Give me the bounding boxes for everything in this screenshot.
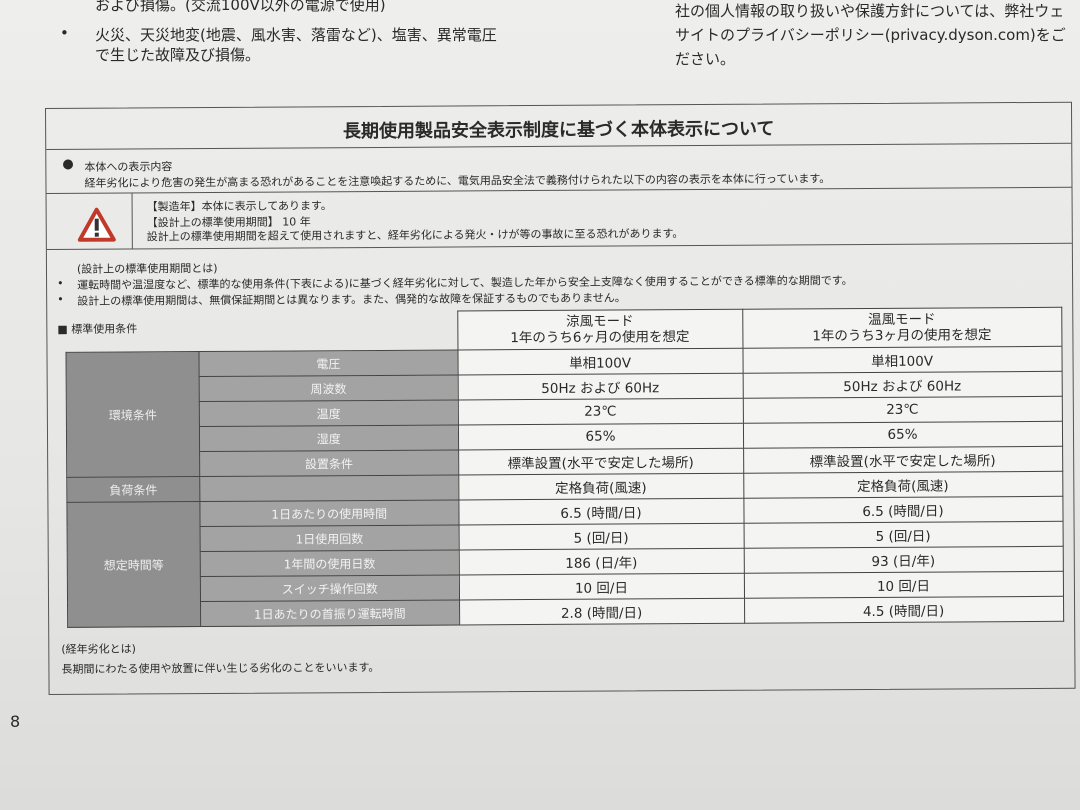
text-line: ださい。 [675, 50, 736, 68]
condition-label: 1日あたりの首振り運転時間 [200, 599, 460, 627]
warn-line: 設計上の標準使用期間を超えて使用されますと、経年劣化による発火・けが等の事故に至… [146, 227, 684, 244]
condition-label: スイッチ操作回数 [200, 574, 460, 602]
cool-value: 50Hz および 60Hz [457, 373, 743, 400]
table-row: 1日あたりの首振り運転時間 2.8 (時間/日) 4.5 (時間/日) [68, 596, 1064, 627]
warm-value: 93 (日/年) [743, 546, 1063, 574]
text-line: および損傷。(交流100V以外の電源で使用) [95, 0, 386, 14]
condition-label: 温度 [199, 399, 458, 427]
text-line: 社の個人情報の取り扱いや保護方針については、弊社ウェ [675, 2, 1065, 20]
cool-value: 単相100V [457, 348, 743, 375]
display-text: 経年劣化により危害の発生が高まる恐れがあることを注意喚起するために、電気用品安全… [84, 172, 831, 190]
table-header-row: 涼風モード 1年のうち6ヶ月の使用を想定 温風モード 1年のうち3ヶ月の使用を想定 [66, 307, 1062, 352]
mode-name: 温風モード [868, 311, 936, 328]
cool-value: 10 回/日 [458, 573, 745, 600]
condition-label: 周波数 [199, 374, 458, 402]
warm-value: 4.5 (時間/日) [744, 596, 1064, 624]
cool-value: 定格負荷(風速) [458, 473, 744, 500]
text-line: サイトのプライバシーポリシー(privacy.dyson.com)をご [675, 26, 1066, 44]
cool-value: 186 (日/年) [458, 548, 744, 575]
warn-line: 【製造年】本体に表示してあります。 [146, 199, 332, 214]
cool-value: 2.8 (時間/日) [459, 598, 745, 625]
text-line: 火災、天災地変(地震、風水害、落雷など)、塩害、異常電圧 [95, 26, 497, 44]
mode-desc: 1年のうち3ヶ月の使用を想定 [812, 327, 992, 345]
group-label: 想定時間等 [66, 501, 201, 628]
cool-value: 6.5 (時間/日) [458, 498, 744, 525]
bullet: • [57, 276, 64, 290]
condition-label: 湿度 [199, 424, 459, 452]
mode-desc: 1年のうち6ヶ月の使用を想定 [510, 329, 690, 347]
def-heading: (設計上の標準使用期間とは) [76, 261, 218, 276]
cool-value: 65% [457, 423, 744, 450]
bullet: • [57, 292, 64, 306]
cool-value: 23℃ [457, 398, 743, 425]
warm-value: 定格負荷(風速) [743, 471, 1063, 499]
text-line: で生じた故障及び損傷。 [95, 46, 261, 64]
warm-value: 10 回/日 [743, 571, 1064, 599]
cool-value: 5 (回/日) [458, 523, 744, 550]
condition-label: 設置条件 [199, 449, 459, 477]
display-heading: 本体への表示内容 [84, 160, 173, 174]
warm-value: 65% [742, 421, 1063, 449]
warm-value: 6.5 (時間/日) [743, 496, 1063, 524]
warm-value: 単相100V [742, 346, 1062, 374]
cool-mode-header: 涼風モード 1年のうち6ヶ月の使用を想定 [457, 309, 743, 350]
cool-value: 標準設置(水平で安定した場所) [458, 448, 744, 475]
condition-label: 電圧 [198, 349, 458, 377]
warm-value: 50Hz および 60Hz [742, 371, 1062, 399]
page-number: 8 [10, 712, 21, 731]
condition-label: 1日使用回数 [200, 524, 459, 552]
usage-conditions-table: 涼風モード 1年のうち6ヶ月の使用を想定 温風モード 1年のうち3ヶ月の使用を想定 … [65, 307, 1064, 628]
bullet-icon: ● [62, 156, 74, 172]
warm-value: 23℃ [742, 396, 1062, 424]
warm-value: 標準設置(水平で安定した場所) [743, 446, 1063, 474]
mode-name: 涼風モード [566, 313, 634, 330]
def-bullet: 設計上の標準使用期間は、無償保証期間とは異なります。また、偶発的な故障を保証する… [77, 291, 626, 308]
foot-text: 長期間にわたる使用や放置に伴い生じる劣化のことをいいます。 [61, 660, 380, 676]
warm-value: 5 (回/日) [743, 521, 1063, 549]
foot-heading: (経年劣化とは) [61, 642, 136, 656]
warning-icon [77, 207, 116, 242]
group-label: 負荷条件 [66, 476, 200, 503]
notice-title: 長期使用製品安全表示制度に基づく本体表示について [342, 118, 775, 143]
safety-notice-box: 長期使用製品安全表示制度に基づく本体表示について ● 本体への表示内容 経年劣化… [45, 101, 1076, 695]
group-label: 環境条件 [65, 351, 200, 478]
condition-label [199, 474, 459, 502]
bullet: • [60, 24, 69, 42]
condition-label: 1年間の使用日数 [200, 549, 459, 577]
warm-mode-header: 温風モード 1年のうち3ヶ月の使用を想定 [742, 307, 1062, 349]
condition-label: 1日あたりの使用時間 [199, 499, 459, 527]
